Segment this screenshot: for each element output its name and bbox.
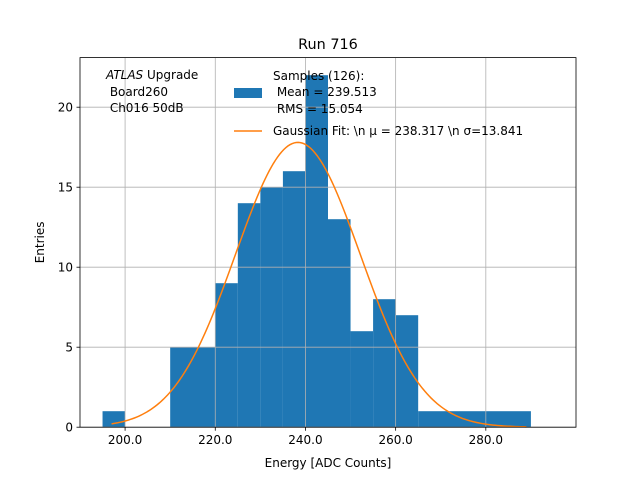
histogram-bar-3 (215, 283, 238, 428)
x-axis-ticks: 200.0 220.0 240.0 260.0 280.0 (108, 427, 503, 447)
y-tick-label-4: 20 (58, 101, 73, 115)
legend-fit-label: Gaussian Fit: \n μ = 238.317 \n σ=13.841 (273, 124, 523, 138)
annotation-atlas-italic: ATLAS (105, 68, 144, 82)
annotation-line-1-text: Upgrade (143, 68, 198, 82)
y-tick-label-3: 15 (58, 181, 73, 195)
x-tick-label-4: 280.0 (469, 433, 503, 447)
x-tick-label-1: 220.0 (198, 433, 232, 447)
histogram-bar-2 (170, 347, 216, 428)
x-tick-label-3: 260.0 (378, 433, 412, 447)
legend-histogram-swatch (234, 88, 262, 98)
axes-frame (79, 57, 577, 428)
legend-histogram-line-2: Mean = 239.513 (273, 85, 377, 99)
histogram-bar-11 (395, 315, 419, 428)
y-tick-label-1: 5 (65, 341, 73, 355)
histogram-bar-5 (260, 187, 283, 428)
histogram-bar-6 (282, 171, 306, 428)
y-tick-label-0: 0 (65, 421, 73, 435)
legend: Samples (126): Mean = 239.513 RMS = 15.0… (234, 69, 523, 138)
y-axis-label: Entries (33, 222, 47, 264)
x-tick-label-2: 240.0 (288, 433, 322, 447)
annotation-line-1: ATLAS Upgrade (105, 68, 198, 82)
histogram-bars (102, 75, 531, 428)
histogram-bar-9 (350, 331, 374, 428)
x-axis-label: Energy [ADC Counts] (265, 456, 392, 470)
chart-title: Run 716 (298, 37, 358, 53)
legend-histogram-line-3: RMS = 15.054 (273, 102, 363, 116)
y-tick-label-2: 10 (58, 261, 73, 275)
atlas-annotation: ATLAS Upgrade Board260 Ch016 50dB (105, 68, 198, 115)
histogram-bar-4 (237, 203, 261, 428)
histogram-bar-0 (102, 411, 126, 428)
gaussian-fit-curve (111, 141, 527, 428)
histogram-bar-8 (328, 219, 351, 428)
annotation-line-2: Board260 (106, 85, 168, 99)
legend-histogram-line-1: Samples (126): (273, 69, 364, 83)
annotation-line-3: Ch016 50dB (106, 101, 184, 115)
x-tick-label-0: 200.0 (108, 433, 142, 447)
y-axis-ticks: 0 5 10 15 20 (58, 101, 80, 435)
histogram-bar-12 (418, 411, 531, 428)
